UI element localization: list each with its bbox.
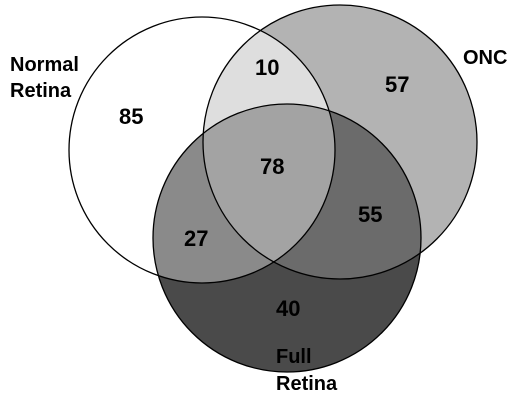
normal-retina-label-line1: Normal <box>10 54 79 76</box>
onc-label: ONC <box>463 47 507 69</box>
count-all-three: 78 <box>260 154 284 179</box>
full-retina-label-line1: Full <box>276 346 312 368</box>
count-onc-full: 55 <box>358 202 382 227</box>
count-normal-onc: 10 <box>255 55 279 80</box>
count-full-only: 40 <box>276 296 300 321</box>
onc-outline <box>202 4 478 280</box>
all-three-overlap <box>203 104 335 279</box>
count-onc-only: 57 <box>385 72 409 97</box>
count-normal-only: 85 <box>119 104 143 129</box>
normal-retina-outline <box>68 16 336 284</box>
count-normal-full: 27 <box>184 226 208 251</box>
full-retina-label-line2: Retina <box>276 373 338 395</box>
full-retina-outline <box>152 103 422 373</box>
normal-retina-label-line2: Retina <box>10 80 72 102</box>
